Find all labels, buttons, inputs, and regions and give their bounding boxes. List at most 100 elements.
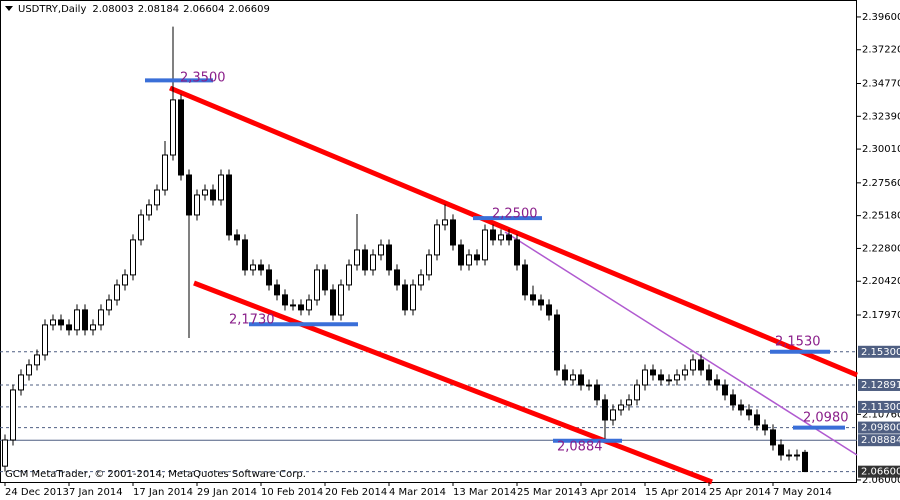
candle-body — [530, 294, 536, 301]
candle-body — [418, 274, 424, 286]
candle-body — [218, 174, 224, 201]
candle-body — [714, 379, 720, 386]
header-open: 2.08003 — [92, 4, 133, 15]
candle-body — [698, 359, 704, 371]
candle-body — [514, 239, 520, 266]
candle-body — [554, 314, 560, 371]
candle-body — [618, 404, 624, 411]
candle-body — [458, 244, 464, 266]
candle-body — [330, 289, 336, 316]
candle-body — [378, 244, 384, 256]
candle-body — [394, 269, 400, 286]
candle-body — [706, 369, 712, 381]
y-tick-label: 2.25180 — [862, 211, 900, 222]
y-tick-label: 2.30010 — [862, 144, 900, 155]
candle-body — [114, 284, 120, 301]
candle-body — [2, 439, 8, 467]
candle-body — [626, 399, 632, 406]
candle-body — [322, 269, 328, 291]
candle-body — [210, 189, 216, 201]
candle-body — [642, 369, 648, 386]
candle-body — [266, 269, 272, 286]
candle-body — [602, 399, 608, 421]
chart-header: USDTRY,Daily 2.08003 2.08184 2.06604 2.06609 — [18, 4, 270, 15]
header-high: 2.08184 — [138, 4, 179, 15]
candle-body — [58, 319, 64, 326]
x-tick-label: 24 Dec 2013 — [5, 487, 69, 498]
candle-body — [762, 424, 768, 431]
candle-body — [546, 304, 552, 316]
y-tick-label: 2.22800 — [862, 243, 900, 254]
candle-body — [194, 194, 200, 216]
candle-body — [370, 254, 376, 271]
candle-body — [410, 284, 416, 311]
candle-body — [314, 269, 320, 301]
candle-body — [802, 451, 808, 473]
candle-body — [354, 249, 360, 266]
header-close: 2.06609 — [228, 4, 269, 15]
candle-body — [506, 234, 512, 241]
trend-line — [169, 85, 858, 378]
candle-body — [738, 404, 744, 411]
candle-body — [202, 189, 208, 196]
candle-body — [90, 324, 96, 331]
candle-body — [26, 364, 32, 376]
candle-body — [666, 379, 672, 382]
x-tick-label: 15 Apr 2014 — [645, 487, 707, 498]
candle-body — [450, 219, 456, 246]
level-label-box — [858, 421, 900, 434]
candle-body — [106, 299, 112, 311]
annotation-label: 2,3500 — [180, 71, 226, 86]
level-label-box — [858, 345, 900, 358]
candle-body — [66, 324, 72, 331]
candle-body — [402, 284, 408, 311]
candle-body — [650, 369, 656, 376]
candle-body — [674, 374, 680, 381]
candle-body — [306, 299, 312, 311]
candle-body — [130, 239, 136, 276]
candle-body — [722, 384, 728, 396]
footer: GCM MetaTrader, © 2001-2014, MetaQuotes … — [5, 469, 306, 480]
candle-body — [578, 374, 584, 386]
candle-body — [146, 204, 152, 216]
header-icon — [5, 6, 13, 11]
candle-body — [346, 264, 352, 286]
candle-body — [234, 234, 240, 241]
candle-body — [258, 264, 264, 271]
candle-body — [570, 374, 576, 381]
candle-body — [634, 384, 640, 401]
x-tick-label: 13 Mar 2014 — [453, 487, 516, 498]
candle-body — [338, 284, 344, 316]
candle-body — [138, 214, 144, 241]
candle-body — [298, 304, 304, 311]
candle-body — [178, 99, 184, 176]
y-tick-label: 2.10760 — [862, 409, 900, 420]
annotation-label: 2,2500 — [492, 207, 538, 222]
candle-body — [82, 309, 88, 331]
candle-body — [610, 409, 616, 421]
level-label-box — [858, 465, 900, 478]
candle-body — [442, 219, 448, 226]
candle-body — [434, 224, 440, 256]
level-label-box — [858, 434, 900, 447]
y-tick-label: 2.39600 — [862, 12, 900, 23]
candle-body — [98, 309, 104, 326]
candle-body — [282, 294, 288, 306]
x-tick-label: 25 Mar 2014 — [517, 487, 580, 498]
x-tick-label: 10 Feb 2014 — [261, 487, 323, 498]
candle-body — [226, 174, 232, 236]
x-tick-label: 4 Mar 2014 — [389, 487, 446, 498]
candle-body — [242, 239, 248, 271]
level-label: 2.06600 — [861, 467, 900, 478]
candle-body — [658, 374, 664, 381]
candle-body — [754, 414, 760, 426]
candle-body — [186, 174, 192, 216]
candle-body — [786, 454, 792, 457]
annotation-label: 2,1730 — [229, 313, 275, 328]
candle-body — [690, 359, 696, 371]
candle-body — [538, 299, 544, 306]
candle-body — [586, 384, 592, 387]
candle-body — [386, 244, 392, 271]
level-label: 2.12891 — [861, 380, 900, 391]
annotation-label: 2,1530 — [775, 335, 821, 350]
